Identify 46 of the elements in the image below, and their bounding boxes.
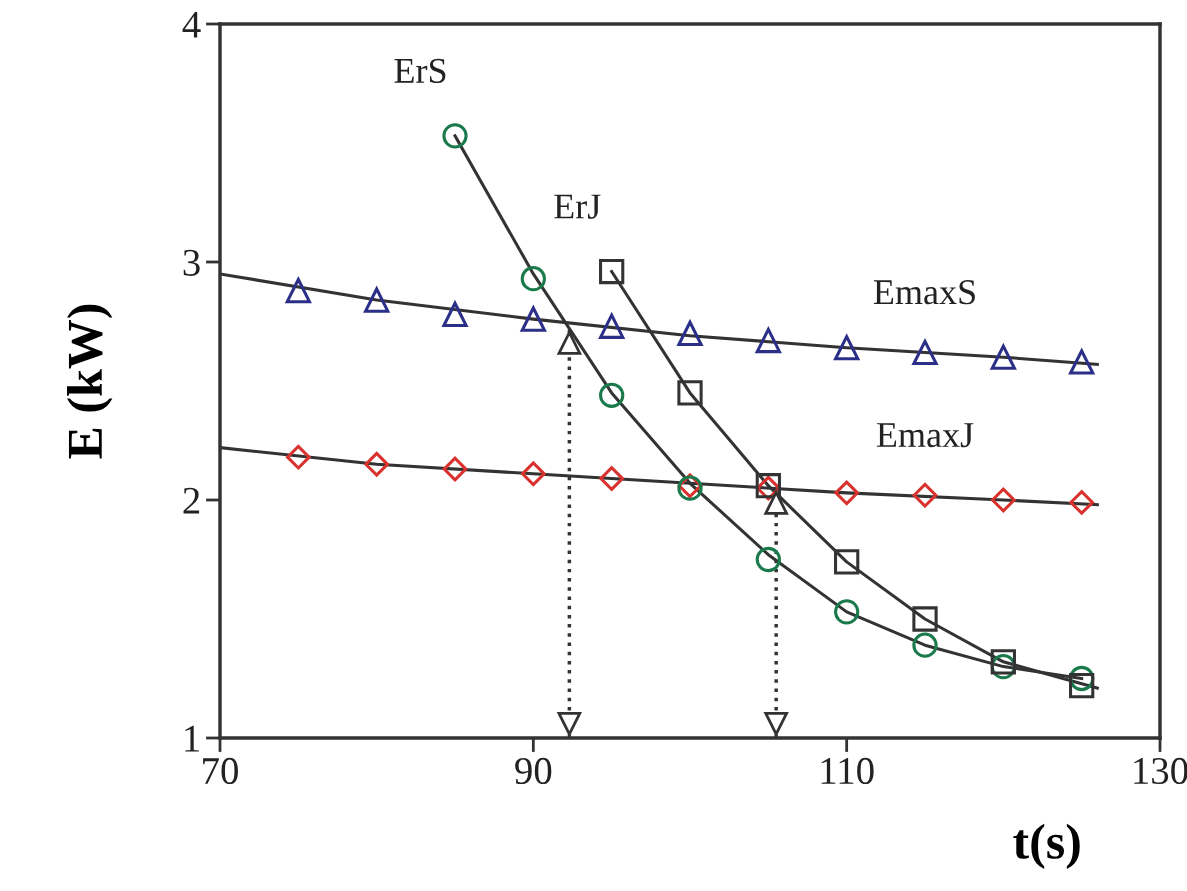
point bbox=[1069, 490, 1094, 515]
series-label: ErS bbox=[394, 58, 446, 84]
point bbox=[677, 380, 703, 406]
point bbox=[912, 339, 938, 366]
point bbox=[989, 342, 1017, 370]
point bbox=[991, 487, 1016, 513]
point bbox=[598, 311, 626, 339]
point bbox=[990, 649, 1016, 675]
y-tick-label: 2 bbox=[183, 487, 200, 514]
series-label: ErJ bbox=[554, 194, 601, 219]
point bbox=[599, 466, 624, 491]
point bbox=[442, 123, 468, 149]
point bbox=[521, 461, 546, 487]
series-label: EmaxS bbox=[873, 280, 975, 305]
x-tick-label: 110 bbox=[821, 757, 874, 785]
point bbox=[1069, 673, 1095, 699]
point bbox=[834, 599, 860, 625]
series-label: EmaxJ bbox=[876, 423, 974, 448]
point bbox=[834, 480, 859, 506]
point bbox=[912, 606, 938, 632]
point bbox=[1069, 349, 1095, 375]
point bbox=[520, 266, 546, 292]
point bbox=[599, 258, 625, 285]
point bbox=[285, 277, 311, 304]
point bbox=[834, 335, 860, 361]
point bbox=[755, 546, 781, 573]
y-tick-label: 4 bbox=[182, 11, 201, 38]
point bbox=[520, 306, 546, 332]
x-tick-label: 70 bbox=[203, 757, 238, 785]
x-tick-label: 130 bbox=[1134, 757, 1187, 785]
point bbox=[599, 382, 625, 408]
point bbox=[442, 456, 468, 482]
y-tick-label: 3 bbox=[183, 249, 200, 276]
x-axis-title: t(s) bbox=[1013, 823, 1080, 870]
point bbox=[912, 482, 938, 508]
point bbox=[364, 287, 390, 313]
point bbox=[286, 444, 311, 470]
point bbox=[755, 327, 781, 354]
point bbox=[364, 451, 389, 477]
x-tick-label: 90 bbox=[515, 757, 552, 785]
point bbox=[912, 632, 938, 658]
point bbox=[834, 549, 860, 575]
point bbox=[677, 320, 703, 347]
y-tick-label: 1 bbox=[185, 725, 199, 752]
y-axis-title: E (kW) bbox=[67, 304, 113, 459]
point bbox=[442, 301, 468, 327]
